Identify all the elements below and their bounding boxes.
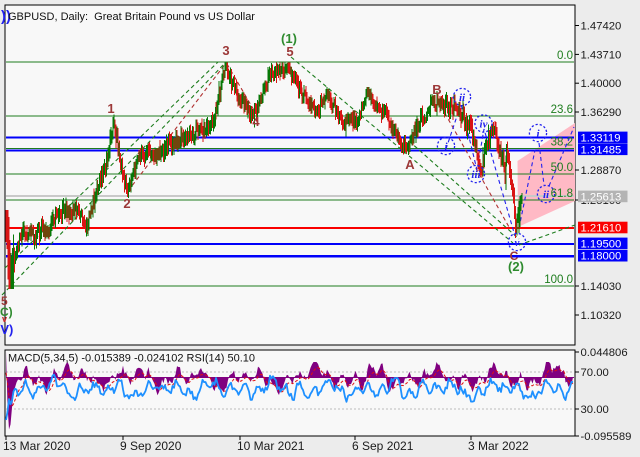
svg-text:50.0: 50.0 [551,162,573,174]
svg-text:1.40000: 1.40000 [581,78,622,90]
svg-text:ii: ii [543,189,550,201]
svg-text:61.8: 61.8 [551,188,573,200]
svg-text:5: 5 [1,294,8,308]
svg-text:38.2: 38.2 [551,137,573,149]
svg-text:(V): (V) [0,322,13,337]
svg-text:1.19500: 1.19500 [581,238,622,250]
svg-text:9 Sep 2020: 9 Sep 2020 [120,439,182,453]
svg-text:B: B [432,82,441,97]
svg-text:3: 3 [222,43,229,58]
svg-text:1.28870: 1.28870 [581,165,622,177]
svg-text:1.36290: 1.36290 [581,107,622,119]
svg-text:1.10320: 1.10320 [581,310,622,322]
svg-text:1.14030: 1.14030 [581,281,622,293]
svg-text:i: i [444,141,448,153]
svg-text:1.18000: 1.18000 [581,251,622,263]
svg-text:3 Mar 2022: 3 Mar 2022 [468,439,529,453]
svg-text:iv: iv [480,119,488,131]
svg-text:70.00: 70.00 [581,367,609,379]
svg-text:)): )) [1,8,11,25]
svg-text:i: i [536,128,540,140]
svg-text:(C): (C) [0,305,13,319]
svg-text:(2): (2) [508,259,524,274]
svg-text:4: 4 [252,114,260,129]
svg-text:30.00: 30.00 [581,404,609,416]
svg-text:13 Mar 2020: 13 Mar 2020 [3,439,71,453]
svg-text:(1): (1) [281,31,297,46]
svg-text:1: 1 [107,101,114,116]
svg-text:iii: iii [471,169,481,181]
svg-text:2: 2 [123,196,130,211]
svg-text:GBPUSD, Daily: Great Britain: GBPUSD, Daily: Great Britain Pound vs US… [8,11,255,23]
svg-text:10 Mar 2021: 10 Mar 2021 [237,439,305,453]
svg-text:ii: ii [459,92,466,104]
svg-text:MACD(5,34,5) -0.015389 -0.0241: MACD(5,34,5) -0.015389 -0.024102 RSI(14)… [8,353,255,365]
svg-text:1.47420: 1.47420 [581,21,622,33]
svg-text:6 Sep 2021: 6 Sep 2021 [352,439,414,453]
svg-text:100.0: 100.0 [544,274,573,286]
svg-text:1.43710: 1.43710 [581,49,622,61]
svg-text:1.21610: 1.21610 [581,223,622,235]
svg-text:1.31485: 1.31485 [581,144,622,156]
svg-text:A: A [405,157,415,172]
svg-text:v: v [2,314,7,324]
svg-text:-0.095589: -0.095589 [581,431,632,443]
svg-text:23.6: 23.6 [551,104,573,116]
svg-text:0.0: 0.0 [557,50,573,62]
svg-text:5: 5 [286,44,293,59]
svg-text:v: v [515,237,520,249]
svg-text:1.25613: 1.25613 [581,191,622,203]
svg-text:C: C [510,249,519,263]
svg-text:1.33119: 1.33119 [581,132,621,144]
svg-text:0.044806: 0.044806 [581,347,628,359]
